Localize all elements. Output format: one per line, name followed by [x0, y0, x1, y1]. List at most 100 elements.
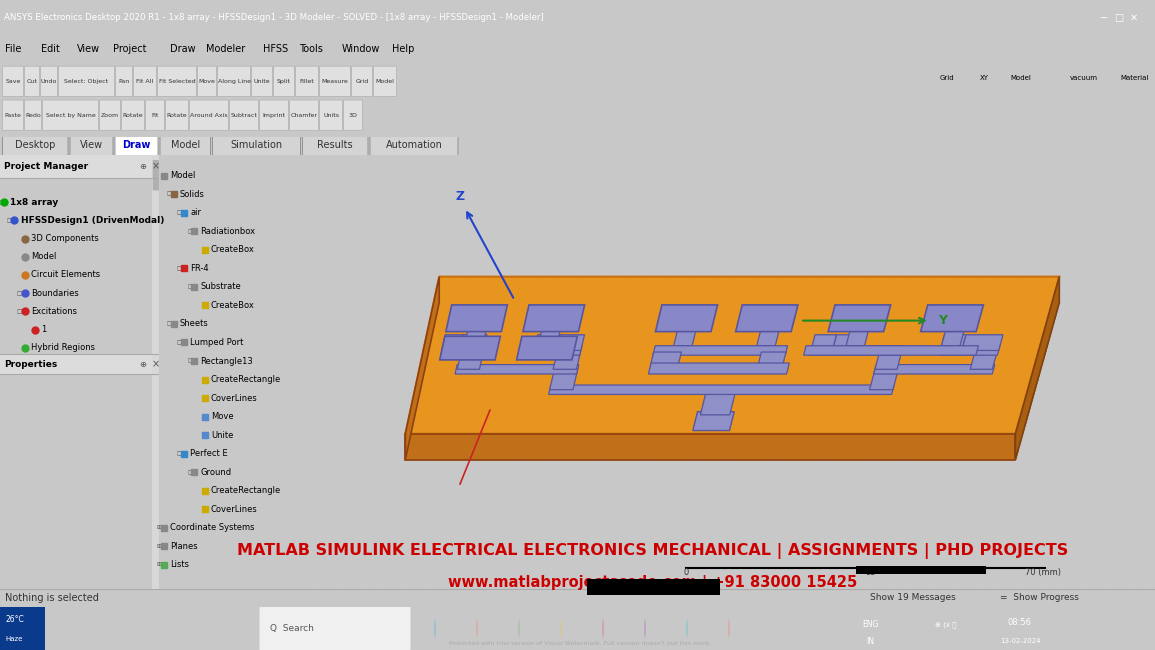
- Text: CreateRectangle: CreateRectangle: [210, 486, 281, 495]
- Text: Cut: Cut: [27, 79, 37, 84]
- Text: Nothing is selected: Nothing is selected: [5, 593, 99, 603]
- Polygon shape: [970, 350, 998, 369]
- Text: www.matlabprojectscode.com | +91 83000 15425: www.matlabprojectscode.com | +91 83000 1…: [448, 575, 857, 591]
- FancyBboxPatch shape: [290, 100, 319, 130]
- Polygon shape: [828, 305, 891, 332]
- FancyBboxPatch shape: [230, 100, 259, 130]
- FancyBboxPatch shape: [134, 66, 156, 96]
- Text: File: File: [5, 44, 22, 54]
- Text: Lumped Port: Lumped Port: [191, 338, 244, 347]
- Text: Solids: Solids: [180, 190, 204, 199]
- Text: IN: IN: [866, 637, 874, 646]
- FancyBboxPatch shape: [296, 66, 319, 96]
- FancyBboxPatch shape: [198, 66, 216, 96]
- Text: Fillet: Fillet: [299, 79, 314, 84]
- Text: 3D Components: 3D Components: [31, 234, 98, 243]
- Text: Excitations: Excitations: [31, 307, 77, 316]
- FancyBboxPatch shape: [303, 128, 368, 163]
- Text: 08:56: 08:56: [1008, 618, 1033, 627]
- Text: Edit: Edit: [40, 44, 60, 54]
- Text: ANSYS Electronics Desktop 2020 R1 - 1x8 array - HFSSDesign1 - 3D Modeler - SOLVE: ANSYS Electronics Desktop 2020 R1 - 1x8 …: [3, 14, 544, 22]
- FancyBboxPatch shape: [217, 66, 251, 96]
- Text: Fit: Fit: [151, 112, 158, 118]
- Bar: [0, 607, 45, 650]
- Polygon shape: [405, 277, 1059, 434]
- Text: Paste: Paste: [5, 112, 22, 118]
- FancyBboxPatch shape: [213, 128, 300, 163]
- Text: Draw: Draw: [170, 44, 195, 54]
- FancyBboxPatch shape: [260, 100, 289, 130]
- Polygon shape: [405, 302, 1059, 460]
- Text: ⊕: ⊕: [139, 360, 146, 369]
- Text: Results: Results: [318, 140, 353, 150]
- Polygon shape: [532, 346, 582, 355]
- Text: Circuit Elements: Circuit Elements: [31, 270, 100, 280]
- FancyBboxPatch shape: [320, 100, 343, 130]
- Text: □: □: [16, 291, 22, 296]
- Text: Z: Z: [455, 190, 464, 203]
- Text: CreateRectangle: CreateRectangle: [210, 375, 281, 384]
- Text: Model: Model: [1009, 75, 1031, 81]
- Polygon shape: [441, 335, 467, 350]
- FancyBboxPatch shape: [252, 66, 273, 96]
- Polygon shape: [833, 335, 858, 350]
- Text: ✕: ✕: [1130, 13, 1139, 23]
- Polygon shape: [656, 305, 717, 332]
- Text: FR-4: FR-4: [191, 264, 209, 273]
- Text: □: □: [187, 229, 193, 234]
- Polygon shape: [405, 277, 439, 460]
- FancyBboxPatch shape: [189, 100, 229, 130]
- Text: air: air: [191, 208, 201, 217]
- Text: Subtract: Subtract: [231, 112, 258, 118]
- Polygon shape: [405, 434, 1015, 460]
- Text: 1: 1: [42, 325, 46, 334]
- Text: Model: Model: [375, 79, 395, 84]
- FancyBboxPatch shape: [24, 66, 39, 96]
- Text: Model: Model: [170, 171, 195, 180]
- Text: Rectangle13: Rectangle13: [201, 356, 253, 365]
- Text: 1x8 array: 1x8 array: [10, 198, 59, 207]
- Text: 0: 0: [684, 567, 690, 577]
- Polygon shape: [460, 335, 487, 350]
- Text: □: □: [6, 218, 12, 223]
- FancyBboxPatch shape: [161, 128, 210, 163]
- Text: MATLAB SIMULINK ELECTRICAL ELECTRONICS MECHANICAL | ASSIGNMENTS | PHD PROJECTS: MATLAB SIMULINK ELECTRICAL ELECTRONICS M…: [237, 543, 1068, 559]
- Text: Zoom: Zoom: [100, 112, 119, 118]
- Text: Hybrid Regions: Hybrid Regions: [31, 343, 95, 352]
- Text: vacuum: vacuum: [1070, 75, 1098, 81]
- FancyBboxPatch shape: [2, 128, 68, 163]
- Text: CreateBox: CreateBox: [210, 301, 254, 310]
- Text: □: □: [166, 192, 172, 197]
- Polygon shape: [921, 305, 983, 332]
- Text: □: □: [187, 284, 193, 289]
- Polygon shape: [465, 328, 486, 339]
- Polygon shape: [455, 365, 579, 374]
- Text: CoverLines: CoverLines: [210, 394, 258, 402]
- Text: □: □: [0, 200, 2, 205]
- Text: Ground: Ground: [201, 468, 232, 476]
- Text: Move: Move: [210, 412, 233, 421]
- Polygon shape: [870, 369, 899, 390]
- Polygon shape: [873, 365, 994, 374]
- Text: Material: Material: [1120, 75, 1148, 81]
- Text: XY: XY: [979, 75, 989, 81]
- Text: Automation: Automation: [386, 140, 442, 150]
- FancyBboxPatch shape: [99, 100, 120, 130]
- Polygon shape: [875, 350, 902, 369]
- Polygon shape: [758, 352, 787, 365]
- Text: Draw: Draw: [122, 140, 150, 150]
- FancyBboxPatch shape: [116, 66, 133, 96]
- FancyBboxPatch shape: [2, 66, 23, 96]
- Text: ⊞: ⊞: [156, 544, 162, 549]
- Text: Boundaries: Boundaries: [31, 289, 79, 298]
- Text: Rotate: Rotate: [122, 112, 143, 118]
- Text: Imprint: Imprint: [262, 112, 285, 118]
- Text: Radiationbox: Radiationbox: [201, 227, 255, 236]
- FancyBboxPatch shape: [2, 100, 23, 130]
- FancyBboxPatch shape: [24, 100, 42, 130]
- Text: □: □: [1115, 13, 1124, 23]
- Text: Show 19 Messages: Show 19 Messages: [870, 593, 955, 603]
- Text: Q  Search: Q Search: [270, 624, 314, 633]
- Bar: [0, 354, 159, 374]
- Text: □: □: [177, 451, 182, 456]
